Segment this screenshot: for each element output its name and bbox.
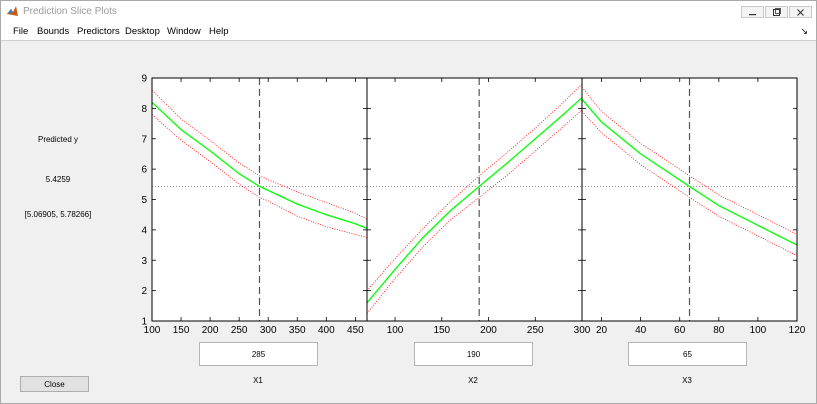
menu-predictors[interactable]: Predictors — [77, 26, 120, 37]
ytick-label: 8 — [141, 104, 147, 115]
ytick-label: 4 — [141, 225, 147, 236]
x3-value-input[interactable]: 65 — [628, 342, 747, 366]
predicted-value: 5.4259 — [45, 175, 71, 184]
dock-arrow-icon[interactable]: ↘ — [800, 26, 808, 36]
ytick-label: 7 — [141, 134, 147, 145]
maximize-icon — [773, 7, 781, 16]
x2-axis-label: X2 — [468, 376, 478, 385]
x2-xtick-label: 250 — [527, 325, 544, 336]
close-button[interactable]: Close — [20, 376, 89, 392]
x1-xtick-label: 250 — [231, 325, 248, 336]
x2-plot-area — [367, 78, 582, 321]
x2-xtick-label: 200 — [480, 325, 497, 336]
ytick-label: 3 — [141, 256, 147, 267]
x1-upper-bound — [151, 89, 368, 220]
x1-xtick-label: 350 — [289, 325, 306, 336]
ytick-label: 2 — [141, 286, 147, 297]
x2-xtick-label: 100 — [387, 325, 404, 336]
x3-xtick-label: 20 — [596, 325, 608, 336]
x2-xtick-label: 300 — [574, 325, 591, 336]
window-title: Prediction Slice Plots — [23, 6, 117, 17]
x1-xtick-label: 400 — [318, 325, 335, 336]
x3-plot-frame — [581, 77, 798, 322]
ytick-label: 5 — [141, 195, 147, 206]
close-icon — [797, 8, 804, 16]
x2-value-input[interactable]: 190 — [414, 342, 533, 366]
title-bar: Prediction Slice Plots — [1, 1, 816, 23]
x3-xtick-label: 100 — [750, 325, 767, 336]
maximize-button[interactable] — [765, 6, 788, 18]
x3-lower-bound — [581, 111, 798, 257]
minimize-icon — [749, 13, 756, 15]
menu-window[interactable]: Window — [167, 26, 201, 37]
x1-lower-bound — [151, 114, 368, 238]
minimize-button[interactable] — [741, 6, 764, 18]
ytick-label: 6 — [141, 165, 147, 176]
x3-xtick-label: 80 — [713, 325, 725, 336]
x1-xtick-label: 200 — [202, 325, 219, 336]
x1-value-input[interactable]: 285 — [199, 342, 318, 366]
menu-help[interactable]: Help — [209, 26, 229, 37]
prediction-interval: [5.06905, 5.78266] — [24, 210, 92, 219]
x1-axis-label: X1 — [253, 376, 263, 385]
menu-bar: File Bounds Predictors Desktop Window He… — [1, 23, 816, 40]
x3-xtick-label: 40 — [635, 325, 647, 336]
menu-file[interactable]: File — [13, 26, 29, 37]
x1-xtick-label: 100 — [144, 325, 161, 336]
x3-xtick-label: 120 — [789, 325, 806, 336]
menu-desktop[interactable]: Desktop — [125, 26, 160, 37]
x3-upper-bound — [581, 86, 798, 235]
ytick-label: 1 — [141, 317, 147, 328]
x3-axis-label: X3 — [682, 376, 692, 385]
menu-separator — [1, 40, 816, 41]
menu-bounds[interactable]: Bounds — [37, 26, 70, 37]
close-window-button[interactable] — [789, 6, 812, 18]
matlab-icon — [7, 6, 18, 16]
x3-fit-line — [581, 98, 798, 246]
x2-fit-line — [366, 97, 583, 304]
x1-xtick-label: 300 — [260, 325, 277, 336]
x2-xtick-label: 150 — [433, 325, 450, 336]
x1-fit-line — [151, 101, 368, 230]
x1-xtick-label: 150 — [173, 325, 190, 336]
x1-xtick-label: 450 — [347, 325, 364, 336]
ytick-label: 9 — [141, 74, 147, 85]
predicted-label: Predicted y — [37, 135, 79, 144]
x2-upper-bound — [366, 83, 583, 291]
x3-xtick-label: 60 — [674, 325, 686, 336]
